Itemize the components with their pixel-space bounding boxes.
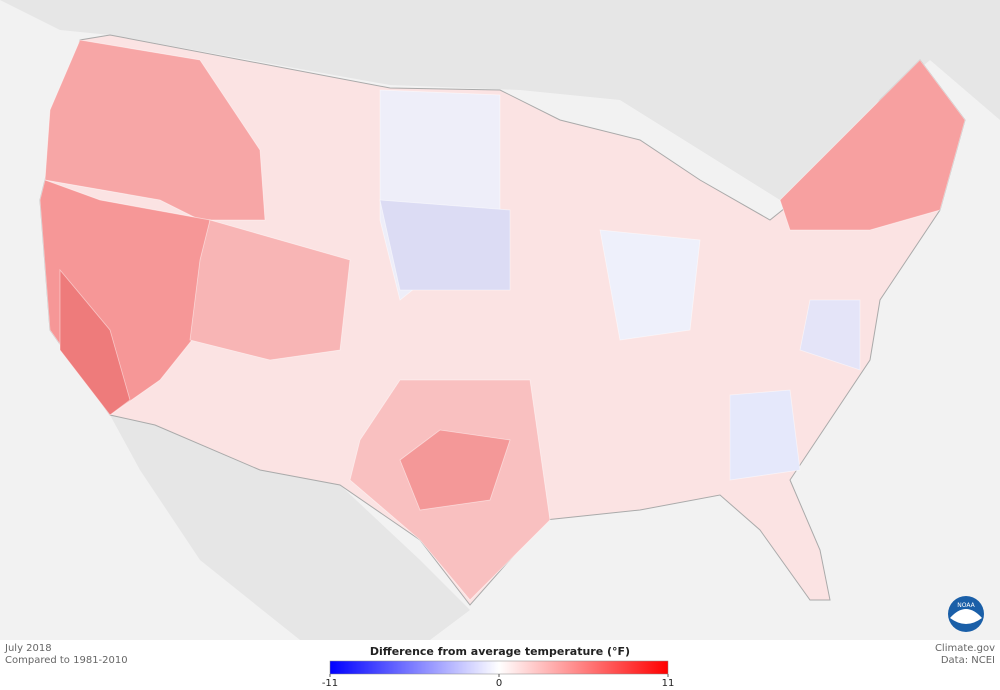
color-bar bbox=[329, 660, 669, 675]
region-utah-colorado bbox=[189, 219, 351, 361]
date-label: July 2018 bbox=[4, 643, 52, 654]
baseline-label: Compared to 1981-2010 bbox=[5, 655, 128, 666]
region-northeast bbox=[779, 59, 966, 231]
legend-title: Difference from average temperature (°F) bbox=[370, 645, 630, 658]
region-central-texas bbox=[399, 429, 511, 511]
region-illinois bbox=[599, 229, 701, 341]
canada bbox=[0, 0, 1000, 200]
mexico bbox=[110, 415, 470, 640]
us-map bbox=[39, 34, 966, 606]
source-label: Climate.gov bbox=[935, 643, 995, 654]
noaa-logo-bird bbox=[950, 609, 982, 624]
region-southern-california bbox=[59, 268, 131, 416]
legend-tick-label: -11 bbox=[322, 678, 338, 689]
legend-tick-label: 0 bbox=[496, 678, 502, 689]
region-georgia bbox=[729, 389, 801, 481]
region-nebraska bbox=[379, 199, 511, 291]
noaa-logo-text: NOAA bbox=[957, 602, 975, 609]
legend-tick-label: 11 bbox=[662, 678, 675, 689]
region-virginia bbox=[799, 299, 861, 371]
data-label: Data: NCEI bbox=[941, 655, 995, 666]
